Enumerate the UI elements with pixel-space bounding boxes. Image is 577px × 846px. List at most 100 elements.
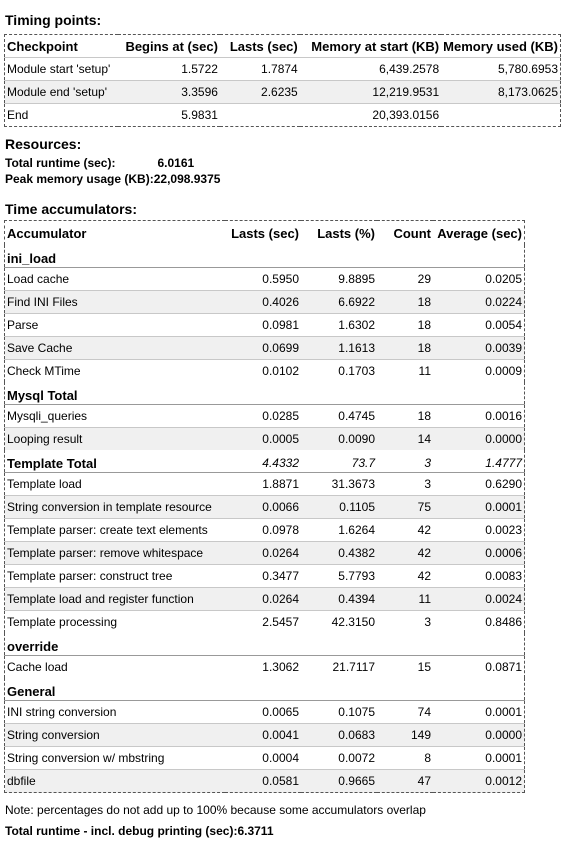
accumulator-cell: 1.6302 [301, 313, 377, 337]
accumulator-row: String conversion in template resource 0.… [4, 495, 525, 519]
accumulator-group-row: ini_load [4, 245, 525, 268]
accumulator-cell: Find INI Files [4, 290, 225, 314]
timing-cell [219, 103, 300, 127]
accumulator-cell: Template parser: construct tree [4, 564, 225, 588]
accumulator-cell: Check MTime [4, 359, 225, 382]
accumulator-row: Template load and register function 0.026… [4, 587, 525, 611]
accumulator-cell: String conversion w/ mbstring [4, 746, 225, 770]
accumulator-cell: 3 [377, 472, 433, 496]
accumulator-cell: 0.1703 [301, 359, 377, 382]
accumulator-row: Mysqli_queries 0.0285 0.4745 18 0.0016 [4, 404, 525, 428]
accumulator-cell: 42 [377, 564, 433, 588]
accumulator-cell: 2.5457 [225, 610, 301, 633]
accumulator-cell: 0.0264 [225, 541, 301, 565]
accumulator-cell: 0.0039 [433, 336, 525, 360]
timing-cell: 20,393.0156 [299, 103, 442, 127]
accumulator-cell: 0.9665 [301, 769, 377, 793]
accumulator-cell: 0.0000 [433, 723, 525, 747]
accumulator-cell: 0.4394 [301, 587, 377, 611]
accumulator-cell: 0.0012 [433, 769, 525, 793]
accumulator-cell: 11 [377, 587, 433, 611]
accumulator-cell: 0.0978 [225, 518, 301, 542]
accumulator-cell: 0.0981 [225, 313, 301, 337]
accumulator-row: Template processing 2.5457 42.3150 3 0.8486 [4, 610, 525, 633]
timing-cell: End [4, 103, 118, 127]
accumulator-cell: 18 [377, 336, 433, 360]
accumulator-cell: 1.8871 [225, 472, 301, 496]
accumulator-cell: 47 [377, 769, 433, 793]
accumulator-cell: 0.0224 [433, 290, 525, 314]
accumulator-cell: dbfile [4, 769, 225, 793]
accumulator-row: String conversion w/ mbstring 0.0004 0.007… [4, 746, 525, 770]
accumulator-cell: INI string conversion [4, 700, 225, 724]
group-empty-cell [301, 245, 377, 268]
accumulator-cell: 0.0699 [225, 336, 301, 360]
accumulator-cell: 0.0001 [433, 700, 525, 724]
peak-memory-label: Peak memory usage (KB): [5, 172, 154, 186]
peak-memory-value: 22,098.9375 [153, 172, 221, 186]
accumulator-row: Cache load 1.3062 21.7117 15 0.0871 [4, 655, 525, 678]
col-average: Average (sec) [437, 225, 522, 241]
accumulator-group-row: Template Total 4.4332 73.7 3 1.4777 [4, 450, 525, 473]
accumulator-cell: 1.1613 [301, 336, 377, 360]
accumulator-cell: 14 [377, 427, 433, 450]
accumulator-cell: Save Cache [4, 336, 225, 360]
accumulator-row: Looping result 0.0005 0.0090 14 0.0000 [4, 427, 525, 450]
accumulator-cell: 0.0001 [433, 495, 525, 519]
timing-cell: 2.6235 [219, 80, 300, 104]
accumulator-cell: 0.0285 [225, 404, 301, 428]
accumulator-group-name: Template Total [4, 450, 225, 473]
accumulator-cell: 0.0683 [301, 723, 377, 747]
timing-cell: 1.7874 [219, 57, 300, 81]
accumulator-cell: 75 [377, 495, 433, 519]
accumulator-cell: 0.4745 [301, 404, 377, 428]
col-lasts-pct: Lasts (%) [317, 225, 375, 241]
accumulator-cell: 0.0205 [433, 267, 525, 291]
timing-cell: 3.3596 [117, 80, 220, 104]
accumulator-row: Load cache 0.5950 9.8895 29 0.0205 [4, 267, 525, 291]
accumulator-cell: 0.4382 [301, 541, 377, 565]
accumulator-cell: 15 [377, 655, 433, 678]
accumulator-cell: 0.6290 [433, 472, 525, 496]
group-empty-cell [433, 245, 525, 268]
peak-memory-line: Peak memory usage (KB):22,098.9375 [5, 172, 220, 186]
accumulator-cell: String conversion [4, 723, 225, 747]
accumulator-row: INI string conversion 0.0065 0.1075 74 0.000… [4, 700, 525, 724]
total-runtime-line: Total runtime (sec): 6.0161 [5, 156, 194, 170]
accumulator-group-row: General [4, 678, 525, 701]
total-runtime-value: 6.0161 [157, 156, 195, 170]
accumulator-group-name: Mysql Total [4, 382, 225, 405]
accumulator-cell: 0.0072 [301, 746, 377, 770]
accumulator-cell: 3 [377, 610, 433, 633]
accumulator-cell: 0.1105 [301, 495, 377, 519]
accumulator-group-row: Mysql Total [4, 382, 525, 405]
col-accumulator: Accumulator [7, 225, 87, 241]
timing-cell [441, 103, 561, 127]
accumulator-cell: 8 [377, 746, 433, 770]
accumulator-cell: 0.0024 [433, 587, 525, 611]
accumulator-cell: 29 [377, 267, 433, 291]
accumulator-cell: 18 [377, 290, 433, 314]
accumulator-cell: 18 [377, 313, 433, 337]
accumulator-cell: 18 [377, 404, 433, 428]
group-empty-cell [377, 678, 433, 701]
accumulator-cell: String conversion in template resource [4, 495, 225, 519]
accumulator-cell: 42 [377, 518, 433, 542]
accumulator-cell: 1.6264 [301, 518, 377, 542]
accumulator-cell: 149 [377, 723, 433, 747]
accumulator-cell: Looping result [4, 427, 225, 450]
timing-points-table: Checkpoint Begins at (sec) Lasts (sec) M… [4, 34, 561, 127]
group-empty-cell [225, 245, 301, 268]
accumulator-cell: Parse [4, 313, 225, 337]
accumulator-cell: 0.0005 [225, 427, 301, 450]
accumulator-row: dbfile 0.0581 0.9665 47 0.0012 [4, 769, 525, 793]
accumulator-cell: Mysqli_queries [4, 404, 225, 428]
accumulator-cell: 0.0023 [433, 518, 525, 542]
total-runtime-label: Total runtime (sec): [5, 156, 116, 170]
timing-cell: 6,439.2578 [299, 57, 442, 81]
accumulator-cell: 0.0083 [433, 564, 525, 588]
col-lasts: Lasts (sec) [229, 38, 298, 54]
accumulator-cell: 0.0000 [433, 427, 525, 450]
accumulator-row: Find INI Files 0.4026 6.6922 18 0.0224 [4, 290, 525, 314]
accumulator-cell: 5.7793 [301, 564, 377, 588]
